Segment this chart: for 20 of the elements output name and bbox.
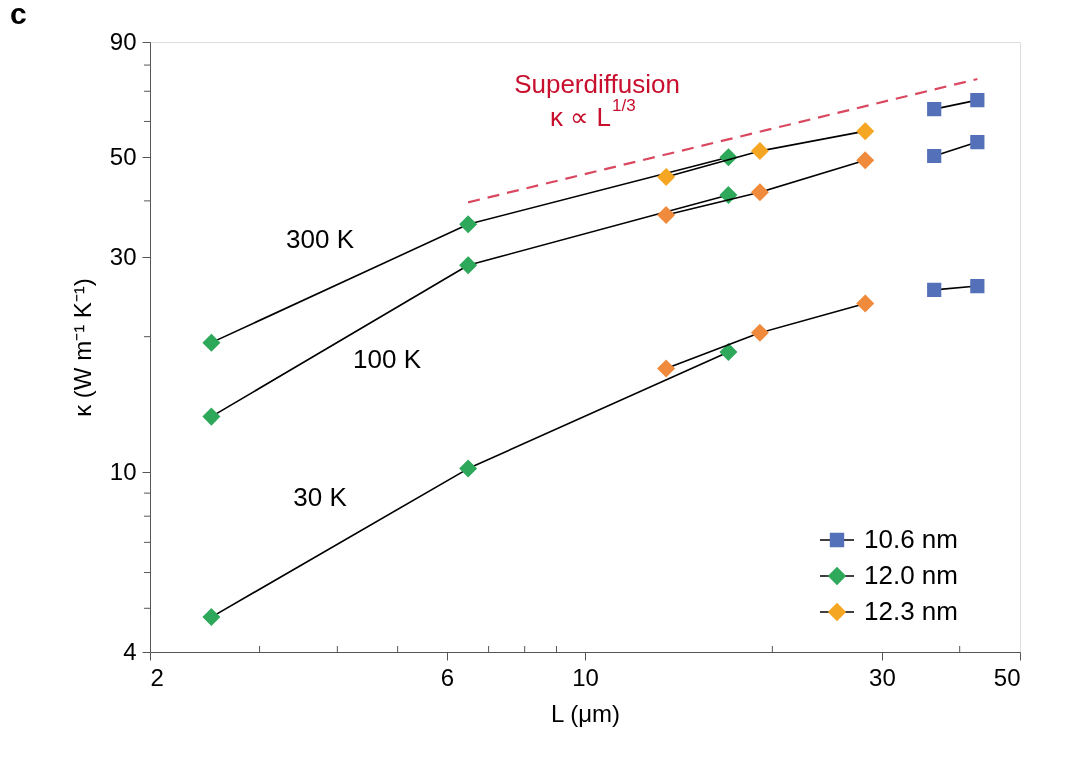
annotation: Superdiffusion [514,69,680,99]
x-axis-title: L (μm) [551,699,620,727]
text: c [10,0,27,30]
x-tick-label: 50 [993,663,1021,691]
annotation: 100 K [353,344,422,374]
annotation: 30 K [293,482,348,512]
legend-label: 12.0 nm [864,560,958,590]
y-tick-label: 4 [123,637,137,665]
x-tick-label: 10 [572,663,599,691]
legend-label: 10.6 nm [864,524,958,554]
y-tick-label: 10 [109,457,137,485]
y-axis-title: κ (W m⁻¹ K⁻¹) [68,278,96,417]
x-tick-label: 2 [150,663,164,691]
x-tick-label: 6 [440,663,455,691]
y-tick-label: 90 [109,27,137,55]
legend-label: 12.3 nm [864,596,958,626]
x-tick-label: 30 [869,663,896,691]
y-tick-label: 50 [109,142,137,170]
y-tick-label: 30 [109,242,137,270]
annotation: 300 K [286,224,355,254]
